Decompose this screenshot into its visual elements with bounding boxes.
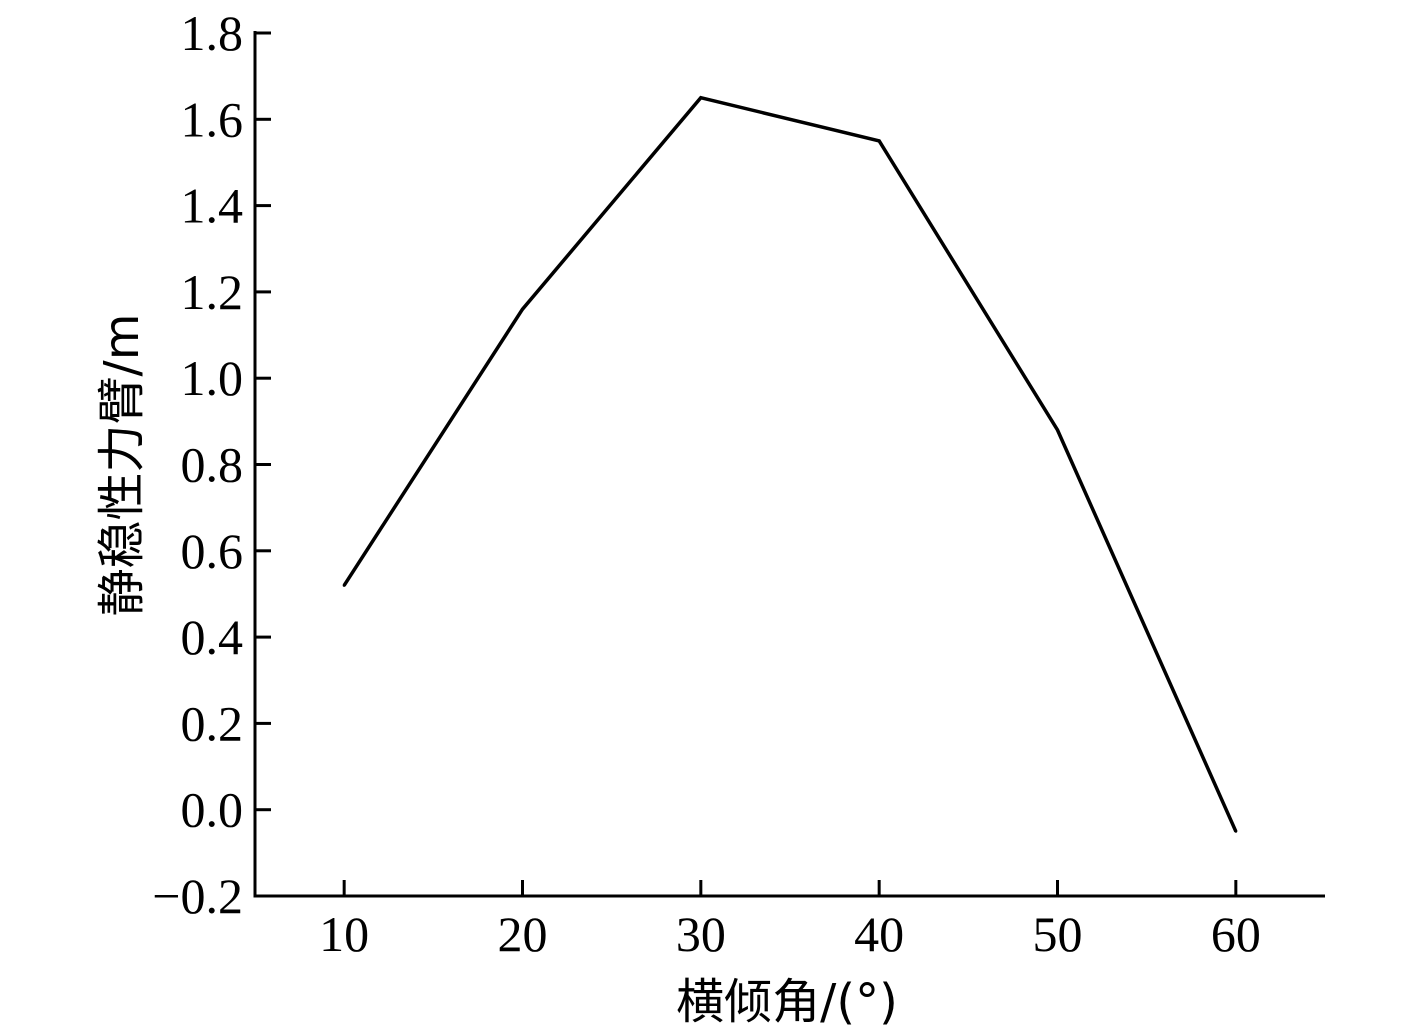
- y-tick-label: 0.6: [181, 523, 244, 579]
- data-point: [699, 96, 703, 100]
- x-tick-label: 40: [854, 906, 904, 962]
- y-tick-label: 1.6: [181, 91, 244, 147]
- data-point: [342, 583, 346, 587]
- series-group: [342, 95, 1238, 833]
- y-tick-label: 1.0: [181, 350, 244, 406]
- y-tick-label: 0.0: [181, 782, 244, 838]
- y-tick-label: 1.4: [181, 178, 244, 234]
- y-axis-label: 静稳性力臂/m: [94, 314, 150, 617]
- x-axis-label: 横倾角/(°): [676, 974, 898, 1030]
- y-ticks: −0.2 0.0 0.2 0.4 0.6 0.8 1.0 1.2 1.4 1.6 1.8: [152, 5, 271, 924]
- x-tick-label: 20: [498, 906, 548, 962]
- x-tick-label: 50: [1033, 906, 1083, 962]
- series-line: [342, 95, 1238, 833]
- y-tick-label: 0.8: [181, 437, 244, 493]
- x-ticks: 10 20 30 40 50 60: [319, 880, 1261, 962]
- data-point: [1234, 829, 1238, 833]
- data-point: [521, 307, 524, 311]
- y-tick-label: −0.2: [152, 868, 243, 924]
- y-tick-label: 0.2: [181, 695, 244, 751]
- x-tick-label: 60: [1211, 906, 1261, 962]
- y-tick-label: 1.2: [181, 264, 244, 320]
- data-point: [877, 139, 881, 143]
- y-tick-label: 1.8: [181, 5, 244, 61]
- data-point: [1056, 428, 1059, 432]
- y-tick-label: 0.4: [181, 609, 244, 665]
- axes: [253, 31, 1325, 898]
- x-tick-label: 30: [676, 906, 726, 962]
- x-tick-label: 10: [319, 906, 369, 962]
